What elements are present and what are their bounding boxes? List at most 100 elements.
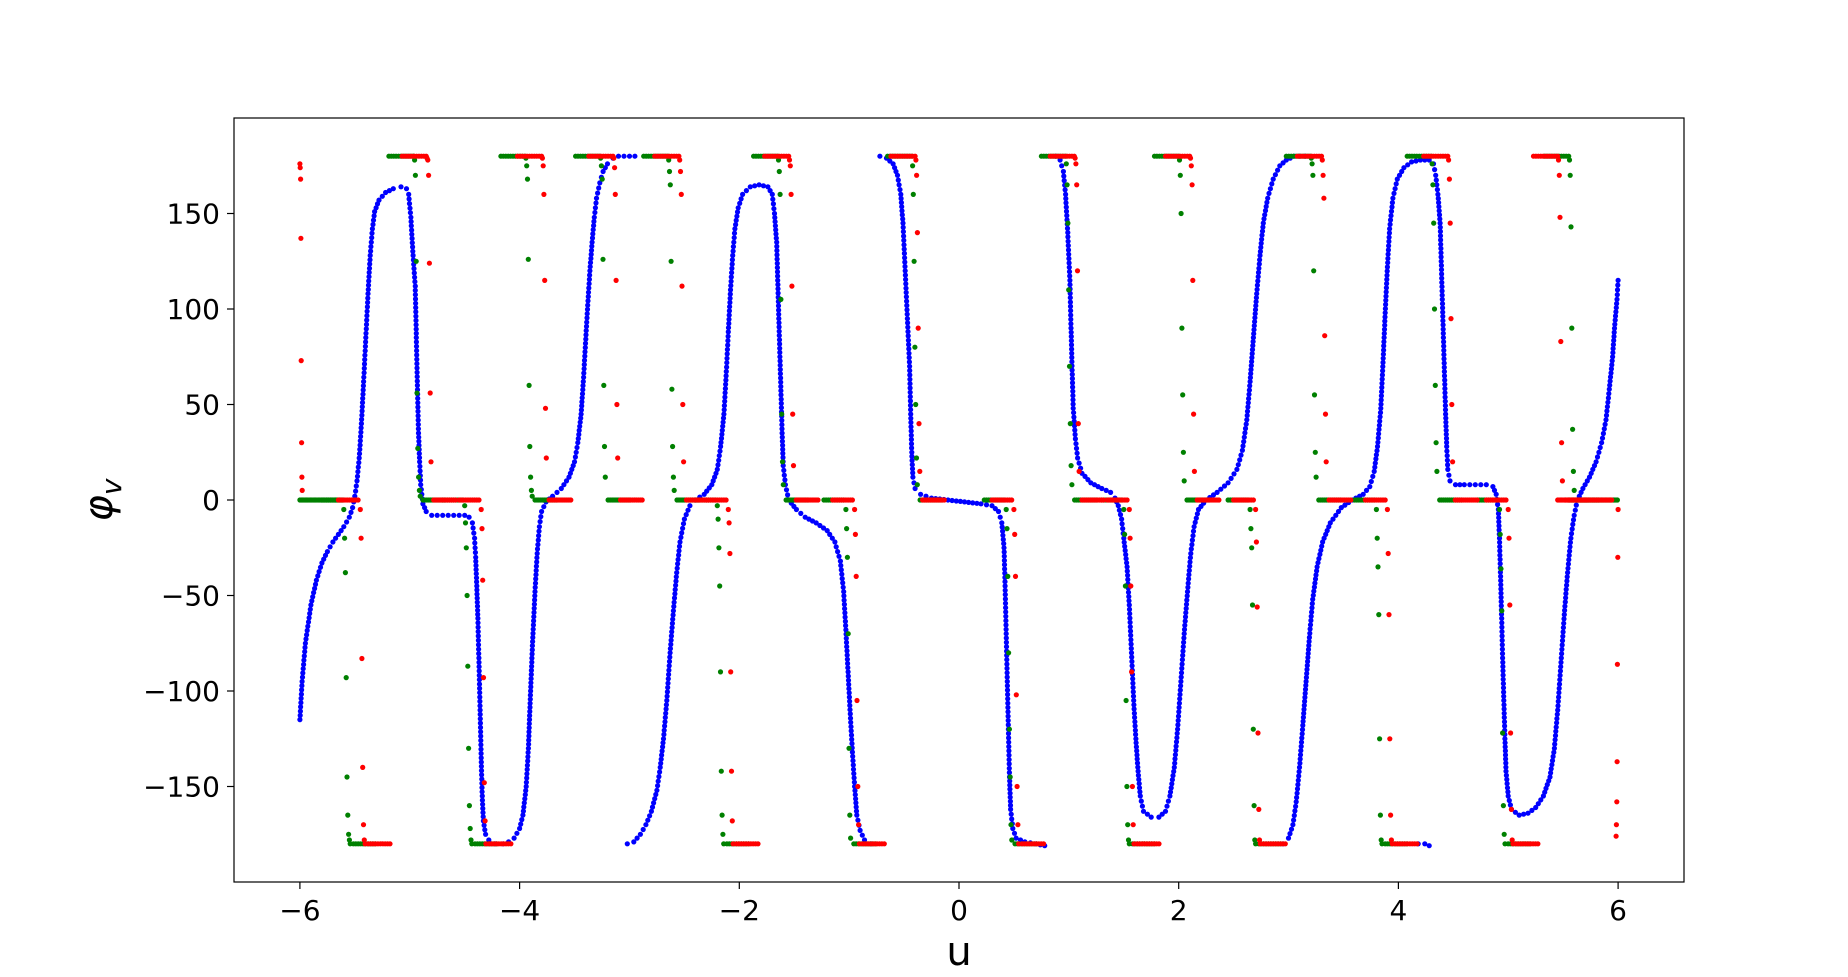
data-point bbox=[1005, 691, 1011, 698]
data-point bbox=[1171, 764, 1177, 771]
data-point bbox=[413, 330, 419, 336]
data-point bbox=[1382, 310, 1388, 316]
data-point bbox=[900, 224, 906, 230]
data-point bbox=[1126, 598, 1132, 604]
data-point bbox=[1384, 276, 1390, 283]
data-point bbox=[666, 658, 673, 665]
data-point bbox=[307, 610, 313, 617]
data-point bbox=[357, 446, 363, 452]
data-point bbox=[1248, 363, 1254, 369]
data-point bbox=[1302, 690, 1308, 697]
data-point bbox=[1512, 809, 1518, 815]
data-point bbox=[664, 689, 671, 695]
data-point bbox=[656, 774, 662, 780]
data-point bbox=[1599, 440, 1605, 446]
data-point bbox=[1562, 599, 1568, 605]
data-point bbox=[1389, 200, 1395, 206]
data-point bbox=[1504, 781, 1510, 787]
data-point bbox=[580, 379, 586, 385]
data-point bbox=[528, 671, 534, 678]
data-point bbox=[966, 499, 972, 505]
data-point bbox=[589, 239, 595, 245]
data-point bbox=[719, 431, 725, 437]
data-point bbox=[655, 783, 661, 789]
data-point bbox=[1390, 195, 1396, 201]
data-point bbox=[1440, 313, 1446, 319]
data-point bbox=[529, 655, 535, 661]
data-point bbox=[1245, 400, 1251, 406]
data-point bbox=[338, 528, 344, 534]
data-point bbox=[1008, 811, 1014, 817]
data-point bbox=[359, 412, 365, 418]
data-point bbox=[847, 707, 853, 713]
data-point bbox=[348, 509, 354, 515]
data-point bbox=[907, 394, 913, 400]
data-point bbox=[1130, 693, 1137, 699]
data-point bbox=[1242, 430, 1248, 436]
data-point bbox=[732, 226, 738, 232]
data-point bbox=[1006, 748, 1012, 754]
data-point bbox=[1384, 272, 1390, 278]
data-point bbox=[1380, 351, 1386, 357]
data-point bbox=[1133, 736, 1139, 742]
data-point bbox=[1559, 638, 1566, 644]
data-point bbox=[1172, 752, 1178, 758]
data-point bbox=[571, 459, 578, 465]
data-point bbox=[1069, 380, 1076, 386]
data-point bbox=[1388, 812, 1394, 818]
data-point bbox=[582, 353, 588, 359]
data-point bbox=[1450, 459, 1456, 465]
data-point bbox=[1444, 453, 1450, 459]
data-point bbox=[1189, 182, 1195, 188]
data-point bbox=[850, 758, 856, 764]
data-point bbox=[1303, 682, 1309, 689]
data-point bbox=[718, 443, 724, 450]
data-point bbox=[715, 516, 721, 522]
data-point bbox=[1314, 568, 1320, 574]
data-point bbox=[1561, 616, 1567, 622]
data-point bbox=[417, 463, 423, 469]
data-point bbox=[1007, 790, 1013, 796]
data-point bbox=[841, 593, 847, 599]
data-point bbox=[777, 191, 783, 197]
data-point bbox=[1566, 157, 1573, 163]
data-point bbox=[1572, 507, 1578, 513]
data-point bbox=[1004, 687, 1011, 693]
data-point bbox=[524, 775, 530, 781]
data-point bbox=[462, 512, 468, 518]
data-point bbox=[660, 744, 666, 750]
data-point bbox=[845, 660, 851, 667]
data-point bbox=[1556, 681, 1563, 687]
data-point bbox=[767, 188, 773, 194]
data-point bbox=[1597, 444, 1603, 451]
data-point bbox=[669, 620, 676, 627]
data-point bbox=[581, 362, 587, 368]
data-point bbox=[1156, 841, 1162, 847]
data-point bbox=[673, 578, 679, 584]
data-point bbox=[1064, 213, 1070, 219]
data-point bbox=[1314, 564, 1320, 570]
data-point bbox=[575, 440, 581, 446]
data-point bbox=[1192, 519, 1198, 526]
data-point bbox=[1006, 735, 1012, 741]
data-point bbox=[1009, 837, 1015, 843]
data-point bbox=[598, 163, 605, 169]
data-point bbox=[1593, 459, 1599, 465]
data-point bbox=[359, 416, 365, 422]
data-point bbox=[1443, 423, 1449, 429]
data-point bbox=[305, 619, 312, 625]
data-point bbox=[1437, 228, 1443, 235]
data-point bbox=[1125, 589, 1132, 595]
data-point bbox=[475, 642, 482, 648]
data-point bbox=[1180, 392, 1186, 398]
data-point bbox=[1496, 523, 1502, 529]
data-point bbox=[1244, 412, 1250, 419]
data-point bbox=[543, 455, 549, 461]
data-point bbox=[593, 195, 600, 201]
x-tick-label: 0 bbox=[950, 894, 968, 927]
data-point bbox=[734, 209, 741, 215]
data-point bbox=[542, 277, 548, 283]
data-point bbox=[1068, 338, 1074, 344]
data-point bbox=[1070, 384, 1076, 390]
data-point bbox=[1377, 410, 1384, 416]
